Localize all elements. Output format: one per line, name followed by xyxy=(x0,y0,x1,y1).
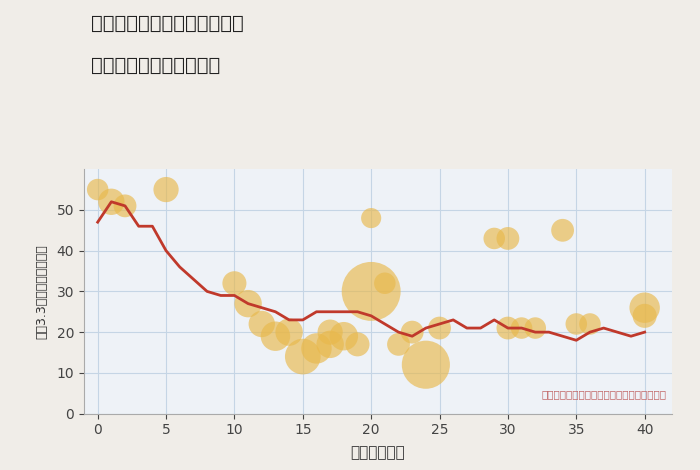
Point xyxy=(365,288,377,295)
X-axis label: 築年数（年）: 築年数（年） xyxy=(351,446,405,461)
Point xyxy=(434,324,445,332)
Point xyxy=(160,186,172,193)
Point xyxy=(229,280,240,287)
Point xyxy=(393,341,404,348)
Point xyxy=(120,202,131,210)
Point xyxy=(365,214,377,222)
Point xyxy=(311,345,322,352)
Point xyxy=(284,329,295,336)
Point xyxy=(557,227,568,234)
Point xyxy=(270,332,281,340)
Point xyxy=(420,361,431,368)
Y-axis label: 坪（3.3㎡）単価（万円）: 坪（3.3㎡）単価（万円） xyxy=(35,244,48,339)
Text: 築年数別中古戸建て価格: 築年数別中古戸建て価格 xyxy=(91,56,220,75)
Point xyxy=(503,324,514,332)
Point xyxy=(584,320,596,328)
Point xyxy=(489,235,500,242)
Point xyxy=(530,324,541,332)
Point xyxy=(352,341,363,348)
Point xyxy=(242,300,253,307)
Point xyxy=(338,332,349,340)
Point xyxy=(298,353,309,360)
Point xyxy=(570,320,582,328)
Point xyxy=(92,186,104,193)
Point xyxy=(503,235,514,242)
Point xyxy=(325,329,336,336)
Point xyxy=(379,280,391,287)
Point xyxy=(325,341,336,348)
Point xyxy=(407,329,418,336)
Point xyxy=(106,198,117,205)
Point xyxy=(639,304,650,312)
Text: 千葉県山武郡横芝光町坂田の: 千葉県山武郡横芝光町坂田の xyxy=(91,14,244,33)
Text: 円の大きさは、取引のあった物件面積を示す: 円の大きさは、取引のあった物件面積を示す xyxy=(541,389,666,399)
Point xyxy=(639,312,650,320)
Point xyxy=(516,324,527,332)
Point xyxy=(256,320,267,328)
